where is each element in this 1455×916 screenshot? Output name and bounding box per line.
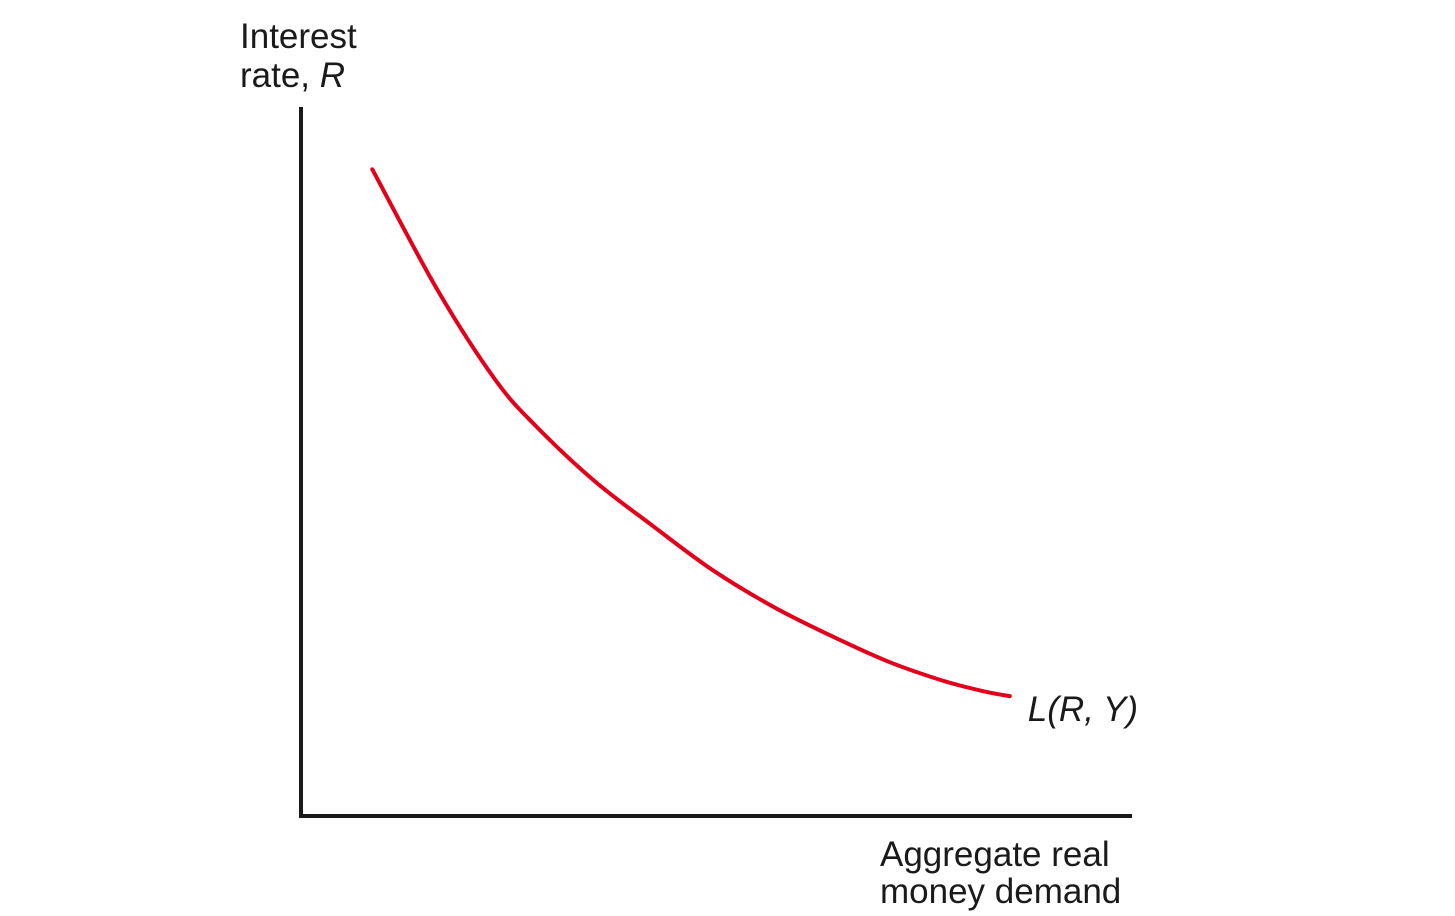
y-axis-label-line2: rate, R bbox=[240, 56, 345, 95]
series-label: L(R, Y) bbox=[1028, 690, 1138, 729]
money-demand-curve bbox=[370, 167, 1012, 699]
x-axis-label-line2: money demand bbox=[880, 872, 1121, 911]
series-layer: L(R, Y) bbox=[370, 167, 1138, 729]
y-axis-label-line1: Interest bbox=[240, 17, 357, 56]
y-axis-label-variable: R bbox=[320, 56, 345, 95]
y-axis-label-prefix: rate, bbox=[240, 56, 320, 95]
x-axis-label-line1: Aggregate real bbox=[880, 835, 1110, 874]
